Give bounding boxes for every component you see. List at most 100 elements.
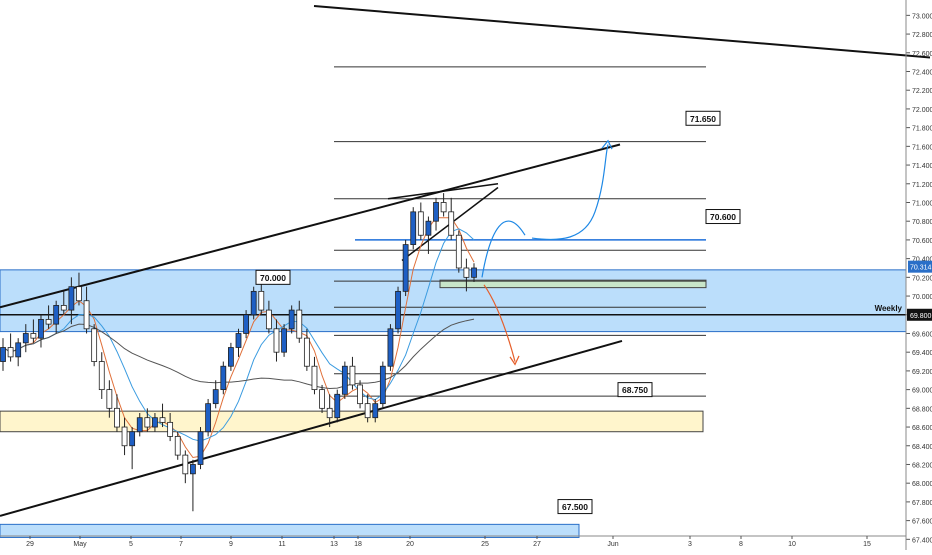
candle-body-41 [311,365,318,391]
annotation-label-1: 70.600 [710,212,736,222]
candle-body-42 [319,389,325,409]
candle-body-33 [250,290,257,316]
arrow-up-path-1 [481,220,526,278]
candle-body-61 [463,267,470,278]
time-axis: 29 May 5 7 9 11 13 18 20 25 27 Jun 3 8 10 15 [0,535,906,548]
y-tick-label-5: 68.400 [912,444,932,451]
y-tick-label-21: 71.600 [912,144,932,151]
candle-body-11 [83,300,90,330]
y-tick-label-23: 72.000 [912,107,932,114]
candle-body-53 [402,244,409,292]
candle-body-44 [334,393,341,419]
candle-body-6 [45,319,52,325]
candle-body-7 [53,305,60,325]
candle-body-12 [91,328,98,362]
x-tick-label-10: 27 [533,541,541,548]
x-tick-label-5: 11 [278,541,285,548]
candle-body-62 [471,267,477,278]
y-tick-label-17: 70.800 [912,219,932,226]
candle-body-38 [288,309,295,330]
candle-body-47 [357,384,363,405]
candle-body-3 [22,333,29,344]
arrow-down-path [483,284,516,362]
levels-layer [0,66,906,397]
current-price-label: 70.314 [910,265,932,272]
candle-body-20 [152,417,158,428]
candle-body-5 [38,319,44,339]
x-tick-label-4: 9 [229,541,233,548]
x-tick-label-14: 10 [788,541,796,548]
moving-averages-layer [2,217,475,459]
x-tick-label-8: 20 [406,541,414,548]
y-tick-label-10: 69.400 [912,350,932,357]
y-tick-label-0: 67.400 [912,537,932,544]
y-tick-label-22: 71.800 [912,126,932,133]
annotation-box-1 [705,209,741,225]
small-box [439,279,707,289]
bottom-zone [0,523,580,538]
candle-body-51 [387,328,394,367]
y-tick-label-11: 69.600 [912,331,932,338]
y-tick-label-27: 72.800 [912,32,932,39]
candle-body-28 [212,389,219,405]
arrow-up-path-2 [531,144,609,241]
annotation-box-2 [255,269,291,285]
weekly-label: Weekly [875,304,903,313]
arrow-up-head [601,139,613,150]
candle-body-13 [98,361,105,391]
y-tick-label-7: 68.800 [912,406,932,413]
candle-body-30 [228,347,234,367]
candle-body-46 [349,365,356,386]
y-tick-label-18: 71.000 [912,200,932,207]
candle-body-27 [205,403,212,433]
x-tick-label-2: 5 [129,541,133,548]
candle-body-35 [265,309,272,330]
long-moving-average-line [2,318,475,390]
candle-body-52 [395,290,401,330]
candle-body-60 [455,234,462,269]
trendlines-layer [0,5,931,517]
annotation-70-600: 70.600 [705,209,741,225]
candle-body-37 [281,328,287,353]
x-tick-label-7: 18 [354,541,362,548]
candle-body-36 [273,328,280,353]
candle-body-45 [341,365,348,395]
y-tick-label-4: 68.200 [912,462,932,469]
candle-body-21 [159,417,166,423]
candle-body-24 [182,454,189,475]
candle-body-59 [448,211,455,236]
annotation-67-500: 67.500 [557,499,593,515]
lower-channel-trendline [0,340,623,517]
weekly-zone [0,269,907,333]
arrow-down-head [509,355,520,366]
y-tick-label-1: 67.600 [912,519,932,526]
y-tick-label-16: 70.600 [912,238,932,245]
y-tick-label-25: 72.400 [912,69,932,76]
x-tick-label-1: May [73,541,87,548]
candle-body-32 [243,314,249,334]
x-tick-label-15: 15 [863,541,871,548]
candles-layer [0,193,477,512]
y-tick-label-24: 72.200 [912,88,932,95]
candle-body-48 [364,403,371,419]
support-zone [0,410,704,433]
y-tick-label-28: 73.000 [912,13,932,20]
annotation-box-0 [685,110,721,126]
y-tick-label-3: 68.000 [912,481,932,488]
annotation-71-650: 71.650 [685,110,721,126]
annotation-label-3: 68.750 [622,385,648,395]
annotation-box-3 [617,382,653,398]
candle-body-23 [174,435,181,456]
top-resistance-trendline [313,5,931,59]
candle-body-4 [30,333,37,339]
candle-body-14 [106,389,113,409]
y-tick-label-19: 71.200 [912,182,932,189]
candle-body-19 [144,417,151,428]
upper-channel-trendline [0,143,621,309]
candle-body-50 [379,365,386,405]
candle-body-26 [197,431,204,465]
y-tick-label-8: 69.000 [912,388,932,395]
candle-body-54 [410,211,417,245]
